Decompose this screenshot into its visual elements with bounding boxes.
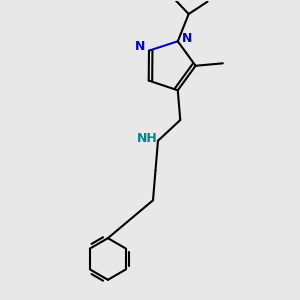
Text: N: N — [135, 40, 145, 53]
Text: N: N — [182, 32, 192, 45]
Text: NH: NH — [137, 132, 158, 145]
